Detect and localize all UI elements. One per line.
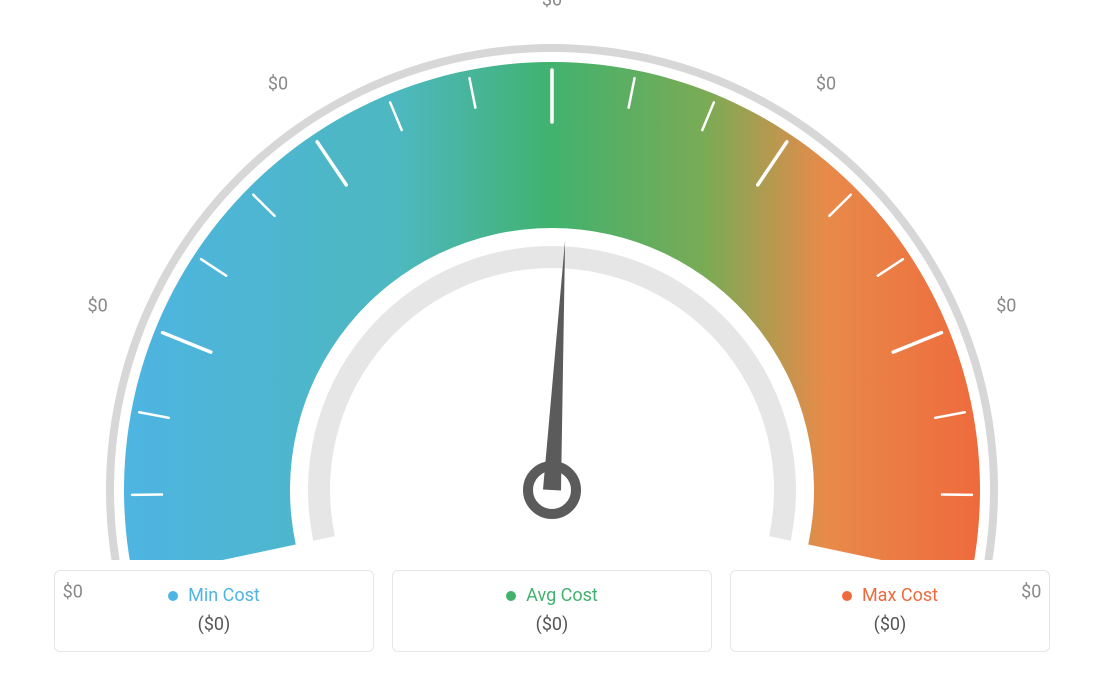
- legend-value-max: ($0): [731, 614, 1049, 635]
- legend-card-min: Min Cost ($0): [54, 570, 374, 652]
- gauge-tick-label: $0: [268, 73, 288, 94]
- legend-dot-min: [168, 591, 178, 601]
- legend-label-avg: Avg Cost: [526, 585, 598, 606]
- gauge-tick-label: $0: [88, 296, 108, 317]
- gauge-tick-label: $0: [63, 581, 83, 602]
- legend-label-max: Max Cost: [862, 585, 938, 606]
- legend-value-min: ($0): [55, 614, 373, 635]
- legend-dot-max: [842, 591, 852, 601]
- legend-value-avg: ($0): [393, 614, 711, 635]
- gauge-svg: [0, 0, 1104, 560]
- gauge-tick-label: $0: [996, 296, 1016, 317]
- legend-card-max: Max Cost ($0): [730, 570, 1050, 652]
- legend-card-avg: Avg Cost ($0): [392, 570, 712, 652]
- gauge-tick-label: $0: [816, 73, 836, 94]
- legend-label-min: Min Cost: [188, 585, 260, 606]
- gauge-tick-label: $0: [1021, 581, 1041, 602]
- legend-row: Min Cost ($0) Avg Cost ($0) Max Cost ($0…: [0, 570, 1104, 652]
- gauge-chart: $0$0$0$0$0$0$0: [0, 0, 1104, 560]
- legend-dot-avg: [506, 591, 516, 601]
- gauge-tick-label: $0: [542, 0, 562, 11]
